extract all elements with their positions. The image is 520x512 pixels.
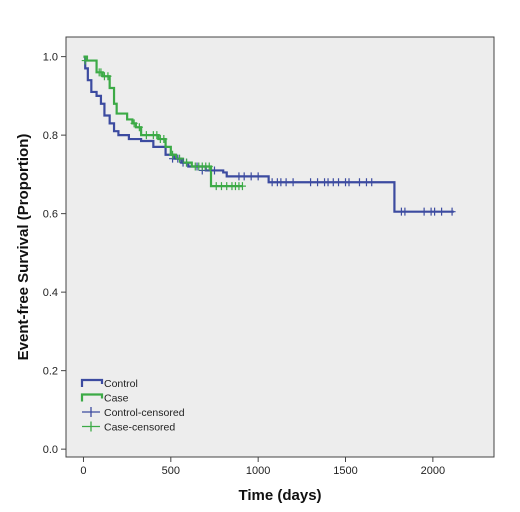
censor-mark-control	[254, 172, 262, 181]
y-tick-label: 0.4	[43, 287, 58, 299]
censor-mark-case	[142, 131, 150, 140]
legend: Control Case Control-censored Case-censored	[80, 378, 185, 434]
censor-mark-control	[438, 207, 446, 216]
censor-mark-control	[247, 172, 255, 181]
x-axis: 0 500 1000 1500 2000	[80, 457, 445, 477]
censor-mark-case	[130, 119, 138, 128]
censor-mark-case	[135, 123, 143, 132]
legend-swatch	[80, 378, 104, 387]
plot-area	[65, 36, 495, 458]
legend-label: Case-censored	[104, 422, 175, 434]
x-tick-label: 1500	[333, 465, 357, 477]
censor-mark-control	[289, 178, 297, 187]
censor-mark-case	[81, 56, 89, 65]
legend-swatch	[82, 407, 100, 417]
censor-mark-case	[153, 131, 161, 140]
y-tick-label: 1.0	[43, 52, 58, 64]
censor-mark-control	[401, 207, 409, 216]
censor-mark-control	[335, 178, 343, 187]
censor-mark-control	[431, 207, 439, 216]
censor-mark-control	[282, 178, 290, 187]
censor-mark-case	[97, 68, 105, 77]
y-axis-label: Event-free Survival (Proportion)	[15, 134, 32, 361]
censor-mark-case	[205, 162, 213, 171]
censor-mark-case	[183, 158, 191, 167]
y-axis: 0.0 0.2 0.4 0.6 0.8 1.0	[43, 52, 66, 456]
censor-mark-case	[238, 182, 246, 191]
legend-swatch	[82, 421, 100, 432]
censor-mark-control	[345, 178, 353, 187]
censor-mark-control	[314, 178, 322, 187]
censor-mark-case	[160, 135, 168, 144]
censor-mark-control	[240, 172, 248, 181]
x-axis-label: Time (days)	[238, 487, 321, 504]
censor-mark-control	[210, 166, 218, 175]
censor-mark-control	[368, 178, 376, 187]
legend-swatch	[80, 393, 104, 402]
y-tick-label: 0.6	[43, 209, 58, 221]
censor-mark-control	[448, 207, 456, 216]
censor-mark-control	[420, 207, 428, 216]
censor-mark-case	[104, 72, 112, 81]
y-tick-label: 0.8	[43, 130, 58, 142]
curve-control	[83, 55, 454, 213]
censor-mark-control	[355, 178, 363, 187]
x-tick-label: 2000	[421, 465, 445, 477]
x-tick-label: 500	[162, 465, 180, 477]
censor-mark-case	[169, 150, 177, 159]
y-tick-label: 0.2	[43, 366, 58, 378]
legend-label: Case	[104, 393, 129, 405]
censor-mark-case	[176, 154, 184, 163]
x-tick-label: 1000	[246, 465, 270, 477]
censor-marks	[81, 56, 456, 216]
y-tick-label: 0.0	[43, 444, 58, 456]
legend-label: Control	[104, 378, 138, 390]
censor-mark-control	[307, 178, 315, 187]
x-tick-label: 0	[80, 465, 86, 477]
legend-label: Control-censored	[104, 407, 185, 419]
